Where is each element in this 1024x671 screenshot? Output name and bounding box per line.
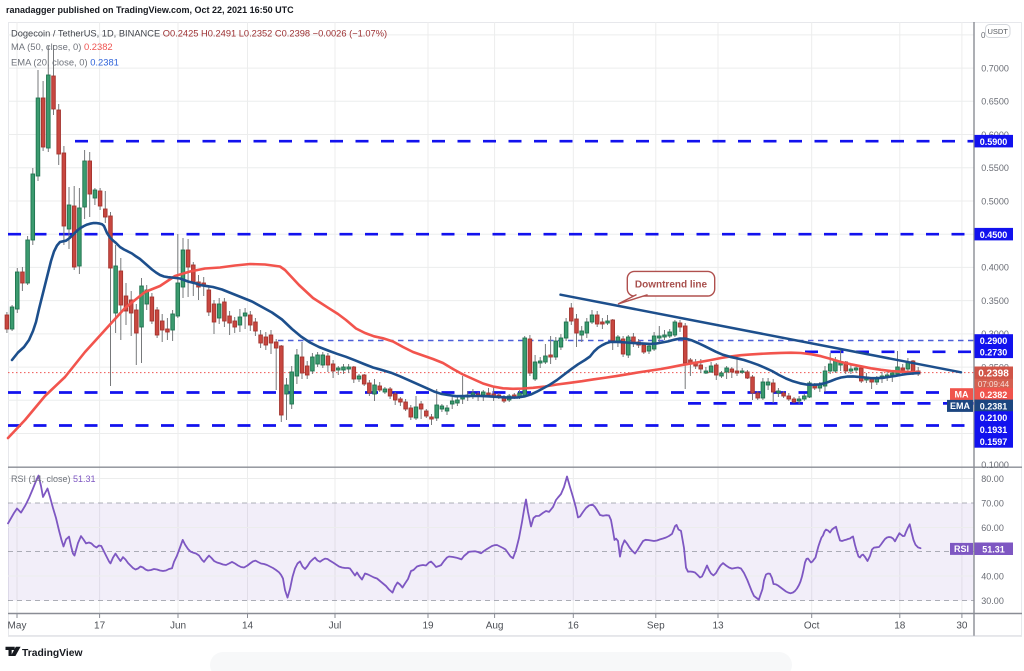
svg-text:0.5500: 0.5500	[981, 163, 1009, 173]
svg-text:30.00: 30.00	[981, 596, 1004, 606]
svg-text:0.5000: 0.5000	[981, 196, 1009, 206]
svg-text:0.2381: 0.2381	[980, 402, 1008, 412]
svg-text:60.00: 60.00	[981, 523, 1004, 533]
svg-text:0.2900: 0.2900	[980, 336, 1008, 346]
svg-text:0.1597: 0.1597	[980, 437, 1008, 447]
svg-text:17: 17	[94, 621, 106, 632]
svg-text:Aug: Aug	[486, 621, 504, 632]
svg-text:40.00: 40.00	[981, 571, 1004, 581]
svg-text:07:09:44: 07:09:44	[978, 380, 1010, 389]
svg-text:USDT: USDT	[987, 27, 1008, 36]
svg-text:51.31: 51.31	[982, 545, 1005, 555]
svg-text:May: May	[8, 621, 27, 632]
svg-text:Oct: Oct	[804, 621, 820, 632]
svg-text:70.00: 70.00	[981, 498, 1004, 508]
svg-text:Sep: Sep	[647, 621, 665, 632]
svg-text:30: 30	[956, 621, 968, 632]
svg-text:RSI: RSI	[954, 544, 969, 554]
svg-text:19: 19	[422, 621, 434, 632]
svg-text:0.2398: 0.2398	[978, 368, 1009, 379]
svg-text:14: 14	[242, 621, 254, 632]
svg-text:MA: MA	[955, 389, 969, 399]
svg-text:18: 18	[894, 621, 906, 632]
svg-text:0.7000: 0.7000	[981, 63, 1009, 73]
svg-text:0.2100: 0.2100	[980, 413, 1008, 423]
svg-text:0.1931: 0.1931	[980, 425, 1008, 435]
svg-text:0.5900: 0.5900	[980, 137, 1008, 147]
svg-text:0.4500: 0.4500	[980, 230, 1008, 240]
svg-text:0.1000: 0.1000	[981, 460, 1009, 470]
svg-text:0.6000: 0.6000	[981, 130, 1009, 140]
svg-text:0.3500: 0.3500	[981, 296, 1009, 306]
svg-text:Jun: Jun	[170, 621, 186, 632]
svg-text:0.6500: 0.6500	[981, 97, 1009, 107]
svg-text:13: 13	[712, 621, 724, 632]
svg-text:Dogecoin / TetherUS, 1D, BINAN: Dogecoin / TetherUS, 1D, BINANCE O0.2425…	[11, 29, 387, 39]
svg-text:0.2730: 0.2730	[980, 348, 1008, 358]
svg-text:MA (50, close, 0) 0.2382: MA (50, close, 0) 0.2382	[11, 41, 113, 52]
svg-text:EMA (20, close, 0) 0.2381: EMA (20, close, 0) 0.2381	[11, 57, 119, 68]
svg-text:Jul: Jul	[329, 621, 342, 632]
svg-text:ranadagger published on Tradin: ranadagger published on TradingView.com,…	[6, 5, 294, 15]
svg-text:0.4000: 0.4000	[981, 263, 1009, 273]
svg-text:80.00: 80.00	[981, 474, 1004, 484]
svg-text:EMA: EMA	[950, 401, 971, 411]
svg-text:0.2382: 0.2382	[980, 390, 1008, 400]
svg-text:0: 0	[981, 31, 986, 40]
svg-text:TradingView: TradingView	[22, 648, 83, 659]
svg-text:16: 16	[568, 621, 580, 632]
svg-text:Downtrend line: Downtrend line	[635, 279, 708, 290]
svg-text:RSI (14, close) 51.31: RSI (14, close) 51.31	[11, 474, 96, 484]
